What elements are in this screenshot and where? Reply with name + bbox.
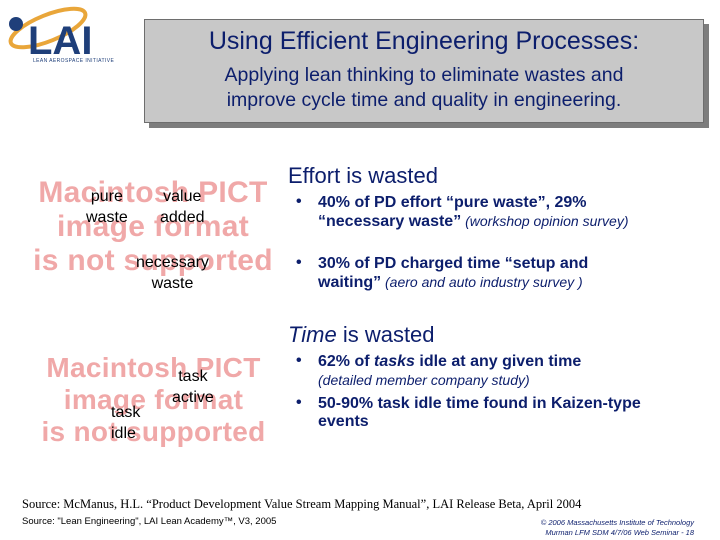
time-heading: Time is wasted — [288, 322, 435, 348]
label-task-idle: task idle — [111, 404, 141, 442]
subtitle-line-2: improve cycle time and quality in engine… — [226, 89, 622, 111]
effort-bullet-1-text: 40% of PD effort “pure waste”, 29% “nece… — [318, 194, 587, 230]
pict1-line-2: image format — [57, 210, 249, 243]
label-necessary-waste: necessary waste — [136, 254, 209, 292]
time-heading-rest: is wasted — [336, 322, 435, 347]
source-citation-1: Source: McManus, H.L. “Product Developme… — [22, 497, 582, 511]
label-pure-waste: pure waste — [86, 188, 128, 226]
logo-text: LAI — [28, 19, 92, 63]
label-task-active: task active — [172, 368, 214, 406]
effort-bullet-2-text: 30% of PD charged time “setup and waitin… — [318, 255, 589, 291]
effort-bullet-2-note: (aero and auto industry survey ) — [381, 274, 583, 290]
footer-line-1: © 2006 Massachusetts Institute of Techno… — [540, 518, 694, 527]
effort-bullet-1: 40% of PD effort “pure waste”, 29% “nece… — [318, 194, 648, 231]
bullet-marker: • — [296, 352, 302, 369]
pict1-line-3: is not supported — [33, 244, 273, 277]
pict1-line-1: Macintosh PICT — [38, 176, 268, 209]
time-bullet-2: 50-90% task idle time found in Kaizen-ty… — [318, 395, 641, 430]
time-bullet-1-note: (detailed member company study) — [318, 372, 530, 388]
bullet-marker: • — [296, 254, 302, 271]
logo-tagline: LEAN AEROSPACE INITIATIVE — [33, 58, 115, 64]
time-heading-italic: Time — [288, 322, 337, 347]
pict2-line-2: image format — [63, 384, 244, 415]
pict-placeholder-2: Macintosh PICT image format is not suppo… — [26, 352, 281, 448]
effort-heading: Effort is wasted — [288, 163, 438, 188]
effort-bullet-2: 30% of PD charged time “setup and waitin… — [318, 255, 648, 292]
lai-logo-graphic: LAI — [8, 6, 92, 63]
footer-line-2: Murman LFM SDM 4/7/06 Web Seminar - 18 — [545, 527, 694, 537]
lai-logo: LAI — [2, 2, 132, 74]
pict-placeholder-1: Macintosh PICT image format is not suppo… — [22, 176, 284, 278]
pict2-line-1: Macintosh PICT — [46, 352, 261, 383]
source-citation-2: Source: "Lean Engineering", LAI Lean Aca… — [22, 516, 277, 527]
title-box — [144, 19, 704, 123]
bullet-marker: • — [296, 193, 302, 210]
footer-copyright: © 2006 Massachusetts Institute of Techno… — [541, 518, 694, 537]
slide-subtitle: Applying lean thinking to eliminate wast… — [144, 63, 704, 113]
label-value-added: value added — [160, 188, 205, 226]
time-bullet-1-italic: tasks — [374, 353, 415, 370]
bullet-marker: • — [296, 394, 302, 411]
time-bullet-1-pre: 62% of — [318, 353, 375, 370]
slide-title: Using Efficient Engineering Processes: — [208, 27, 640, 55]
effort-bullet-1-note: (workshop opinion survey) — [461, 213, 629, 229]
time-bullet-1-post: idle at any given time — [414, 353, 582, 370]
time-bullet-1: 62% of tasks idle at any given time (det… — [318, 353, 648, 390]
pict2-line-3: is not supported — [41, 416, 266, 447]
subtitle-line-1: Applying lean thinking to eliminate wast… — [224, 64, 624, 86]
